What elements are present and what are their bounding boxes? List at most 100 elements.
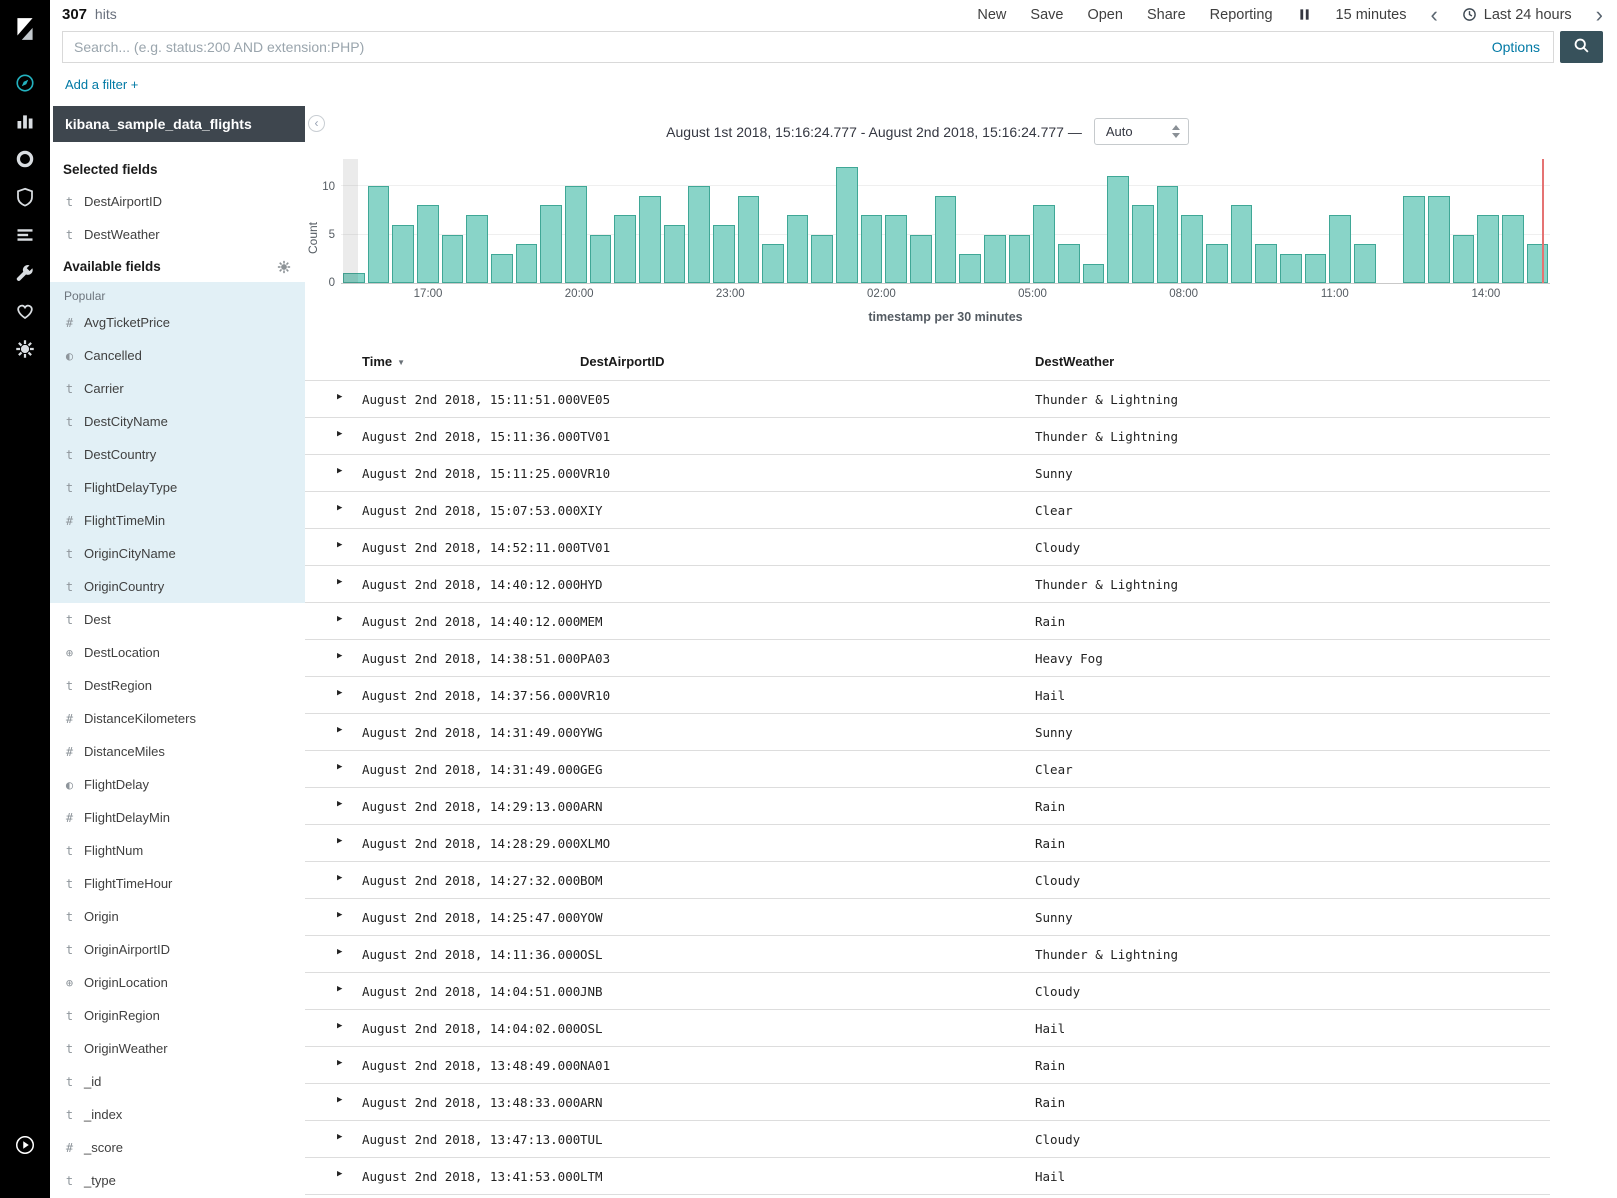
expand-row-caret-icon[interactable]: ▶ xyxy=(305,602,362,640)
expand-row-caret-icon[interactable]: ▶ xyxy=(305,528,362,566)
histogram-bar[interactable] xyxy=(1230,205,1253,283)
kibana-logo[interactable] xyxy=(0,0,50,58)
expand-row-caret-icon[interactable]: ▶ xyxy=(305,1046,362,1084)
nav-share-button[interactable]: Share xyxy=(1146,6,1186,23)
expand-row-caret-icon[interactable]: ▶ xyxy=(305,1083,362,1121)
collapse-nav-icon[interactable] xyxy=(14,1134,36,1156)
histogram-bar[interactable] xyxy=(1033,205,1056,283)
time-forward-chevron-icon[interactable]: › xyxy=(1595,1,1603,27)
management-icon[interactable] xyxy=(14,338,36,360)
histogram-bar[interactable] xyxy=(688,186,710,283)
histogram-bar[interactable] xyxy=(490,253,513,283)
histogram-bar[interactable] xyxy=(540,205,562,283)
histogram-bar[interactable] xyxy=(811,234,834,283)
field-item-_index[interactable]: t _index xyxy=(50,1098,305,1131)
expand-row-caret-icon[interactable]: ▶ xyxy=(305,417,362,455)
search-input[interactable] xyxy=(63,39,1479,55)
histogram-bar[interactable] xyxy=(1132,205,1154,283)
histogram-bar[interactable] xyxy=(1082,263,1105,283)
histogram-bar[interactable] xyxy=(1058,244,1080,283)
field-item-OriginAirportID[interactable]: t OriginAirportID xyxy=(50,933,305,966)
histogram-bar[interactable] xyxy=(737,195,760,283)
histogram-bar[interactable] xyxy=(367,186,390,283)
histogram-bar[interactable] xyxy=(786,215,809,283)
expand-row-caret-icon[interactable]: ▶ xyxy=(305,491,362,529)
field-item-DestLocation[interactable]: ⊕ DestLocation xyxy=(50,636,305,669)
field-item-_score[interactable]: # _score xyxy=(50,1131,305,1164)
field-item-DestAirportID[interactable]: t DestAirportID xyxy=(50,185,305,218)
histogram-bar[interactable] xyxy=(1427,195,1450,283)
expand-row-caret-icon[interactable]: ▶ xyxy=(305,1009,362,1047)
expand-row-caret-icon[interactable]: ▶ xyxy=(305,713,362,751)
histogram-bar[interactable] xyxy=(1107,176,1129,283)
histogram-bar[interactable] xyxy=(984,234,1006,283)
histogram-bar[interactable] xyxy=(466,215,488,283)
field-item-FlightDelayMin[interactable]: # FlightDelayMin xyxy=(50,801,305,834)
histogram-bar[interactable] xyxy=(1452,234,1475,283)
expand-row-caret-icon[interactable]: ▶ xyxy=(305,750,362,788)
expand-row-caret-icon[interactable]: ▶ xyxy=(305,972,362,1010)
dashboard-icon[interactable] xyxy=(14,148,36,170)
apm-icon[interactable] xyxy=(14,224,36,246)
field-item-DistanceMiles[interactable]: # DistanceMiles xyxy=(50,735,305,768)
histogram-bar[interactable] xyxy=(762,244,784,283)
field-item-Cancelled[interactable]: ◐ Cancelled xyxy=(50,339,305,372)
histogram-bar[interactable] xyxy=(663,224,686,283)
add-filter-button[interactable]: Add a filter + xyxy=(65,77,139,92)
index-pattern-selector[interactable]: kibana_sample_data_flights xyxy=(53,106,305,142)
histogram-bar[interactable] xyxy=(1255,244,1277,283)
expand-row-caret-icon[interactable]: ▶ xyxy=(305,787,362,825)
monitoring-icon[interactable] xyxy=(14,300,36,322)
histogram-bar[interactable] xyxy=(1526,244,1549,283)
histogram-bar[interactable] xyxy=(1501,215,1524,283)
time-range-picker[interactable]: Last 24 hours xyxy=(1462,7,1572,23)
expand-row-caret-icon[interactable]: ▶ xyxy=(305,1120,362,1158)
dev-tools-icon[interactable] xyxy=(14,262,36,284)
histogram-bar[interactable] xyxy=(614,215,636,283)
histogram-bar[interactable] xyxy=(392,224,414,283)
field-item-DestRegion[interactable]: t DestRegion xyxy=(50,669,305,702)
field-item-Dest[interactable]: t Dest xyxy=(50,603,305,636)
histogram-bar[interactable] xyxy=(885,215,908,283)
column-header-dest-weather[interactable]: DestWeather xyxy=(1035,348,1550,381)
column-header-time[interactable]: Time ▼ xyxy=(362,348,580,381)
histogram-bar[interactable] xyxy=(1403,195,1425,283)
histogram-bar[interactable] xyxy=(564,186,587,283)
field-item-DestCityName[interactable]: t DestCityName xyxy=(50,405,305,438)
histogram-bar[interactable] xyxy=(1156,186,1179,283)
histogram-bar[interactable] xyxy=(1477,215,1499,283)
pause-refresh-icon[interactable] xyxy=(1297,7,1312,22)
visualize-icon[interactable] xyxy=(14,110,36,132)
field-item-OriginLocation[interactable]: ⊕ OriginLocation xyxy=(50,966,305,999)
refresh-interval-button[interactable]: 15 minutes xyxy=(1335,6,1407,23)
field-item-_id[interactable]: t _id xyxy=(50,1065,305,1098)
expand-row-caret-icon[interactable]: ▶ xyxy=(305,454,362,492)
field-item-OriginRegion[interactable]: t OriginRegion xyxy=(50,999,305,1032)
expand-row-caret-icon[interactable]: ▶ xyxy=(305,639,362,677)
field-item-AvgTicketPrice[interactable]: # AvgTicketPrice xyxy=(50,306,305,339)
histogram-bar[interactable] xyxy=(959,253,982,283)
nav-reporting-button[interactable]: Reporting xyxy=(1209,6,1273,23)
histogram-bar[interactable] xyxy=(416,205,439,283)
expand-row-caret-icon[interactable]: ▶ xyxy=(305,1157,362,1195)
histogram-bar[interactable] xyxy=(1008,234,1031,283)
field-item-FlightNum[interactable]: t FlightNum xyxy=(50,834,305,867)
histogram-bar[interactable] xyxy=(515,244,538,283)
histogram-bar[interactable] xyxy=(836,166,858,283)
histogram-bar[interactable] xyxy=(712,224,735,283)
field-item-Origin[interactable]: t Origin xyxy=(50,900,305,933)
histogram-bar[interactable] xyxy=(1329,215,1351,283)
field-item-DistanceKilometers[interactable]: # DistanceKilometers xyxy=(50,702,305,735)
field-item-FlightDelayType[interactable]: t FlightDelayType xyxy=(50,471,305,504)
collapse-sidebar-icon[interactable]: ‹ xyxy=(308,115,325,132)
histogram-bar[interactable] xyxy=(638,195,661,283)
field-item-FlightDelay[interactable]: ◐ FlightDelay xyxy=(50,768,305,801)
histogram-bar[interactable] xyxy=(343,273,365,283)
field-item-Carrier[interactable]: t Carrier xyxy=(50,372,305,405)
histogram-bar[interactable] xyxy=(1279,253,1302,283)
nav-save-button[interactable]: Save xyxy=(1030,6,1064,23)
field-item-FlightTimeMin[interactable]: # FlightTimeMin xyxy=(50,504,305,537)
histogram-bar[interactable] xyxy=(1304,253,1327,283)
field-item-DestCountry[interactable]: t DestCountry xyxy=(50,438,305,471)
expand-row-caret-icon[interactable]: ▶ xyxy=(305,824,362,862)
